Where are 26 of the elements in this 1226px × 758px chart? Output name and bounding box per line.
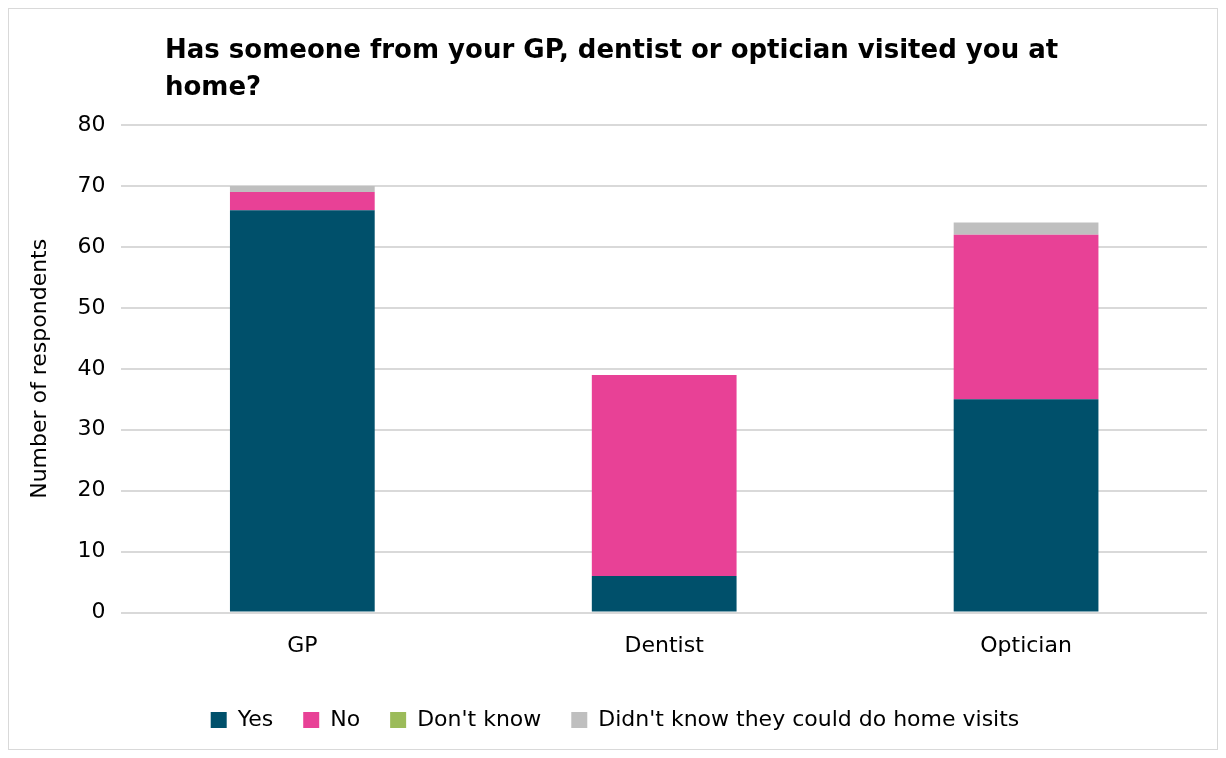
y-tick-label: 30 xyxy=(77,415,106,441)
x-tick-label: Dentist xyxy=(624,631,705,657)
y-tick-label: 50 xyxy=(77,293,106,319)
bar xyxy=(953,222,1099,235)
y-tick-label: 0 xyxy=(91,598,106,624)
y-tick-label: 60 xyxy=(77,232,106,258)
x-tick-label: GP xyxy=(287,631,318,657)
legend-label: Don't know xyxy=(417,705,542,731)
bar xyxy=(229,210,375,612)
legend-label: Didn't know they could do home visits xyxy=(598,705,1020,731)
bar xyxy=(591,374,737,577)
bar xyxy=(229,185,375,193)
y-tick-label: 20 xyxy=(77,476,106,502)
chart-title: Has someone from your GP, dentist or optician visited you at home? xyxy=(165,33,1060,103)
y-tick-label: 70 xyxy=(77,171,106,197)
y-axis-title: Number of respondents xyxy=(25,238,51,499)
bar xyxy=(229,192,375,211)
x-tick-label: Optician xyxy=(980,631,1072,657)
bar xyxy=(591,576,737,612)
y-tick-label: 40 xyxy=(77,354,106,380)
legend-label: Yes xyxy=(236,705,274,731)
y-tick-label: 80 xyxy=(77,110,106,136)
bar xyxy=(953,234,1099,400)
y-tick-label: 10 xyxy=(77,537,106,563)
legend-label: No xyxy=(330,705,361,731)
bar xyxy=(953,399,1099,612)
